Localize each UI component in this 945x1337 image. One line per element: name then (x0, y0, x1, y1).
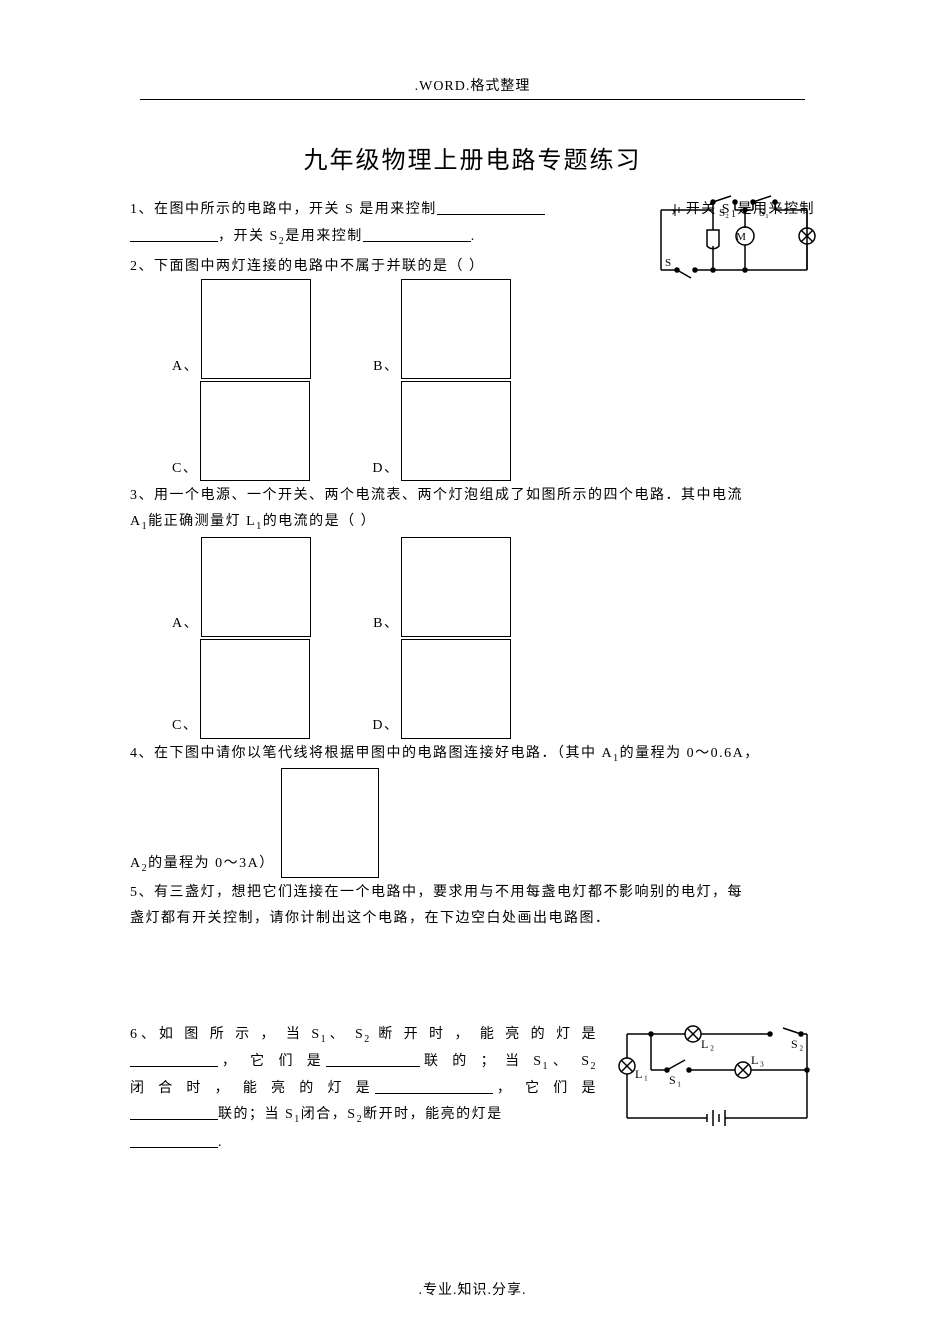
option-c: C、 (172, 639, 310, 739)
q6-text: . (218, 1135, 223, 1150)
blank (130, 228, 218, 242)
question-2: 2、下面图中两灯连接的电路中不属于并联的是（ ） A、 B、 C、 D、 (130, 254, 815, 482)
q6-text: 断 开 时 ， 能 亮 的 灯 是 (371, 1027, 597, 1042)
page-title: 九年级物理上册电路专题练习 (130, 140, 815, 175)
label-S1: S₁ (759, 207, 769, 219)
opt-label: B、 (373, 354, 399, 380)
circuit-diagram-q1: M S₂ S₁ S (651, 192, 817, 284)
header-rule (140, 99, 805, 100)
options-row: C、 D、 (172, 381, 815, 481)
option-box (200, 639, 310, 739)
options-row: C、 D、 (172, 639, 815, 739)
blank (326, 1053, 420, 1067)
option-box (200, 381, 310, 481)
circuit-diagram-q6: L₁ L₂ L₃ S₁ S₂ (615, 1022, 815, 1130)
option-b: B、 (373, 279, 511, 379)
question-6: 6、如 图 所 示 ， 当 S1、 S2 断 开 时 ， 能 亮 的 灯 是 ，… (130, 1022, 815, 1156)
blank (375, 1080, 493, 1094)
option-a: A、 (172, 279, 311, 379)
blank (130, 1106, 218, 1120)
option-box (401, 537, 511, 637)
option-d: D、 (372, 381, 511, 481)
label-S: S (665, 257, 671, 269)
question-5: 5、有三盏灯，想把它们连接在一个电路中，要求用与不用每盏电灯都不影响别的电灯，每… (130, 880, 815, 932)
opt-label: A、 (172, 354, 199, 380)
q1-text: 1、在图中所示的电路中，开关 S 是用来控制 (130, 202, 437, 217)
blank (130, 1134, 218, 1148)
q6-text: 6、如 图 所 示 ， 当 S (130, 1027, 321, 1042)
q4-text: 的量程为 0～3A） (148, 856, 275, 871)
label-S2: S₂ (719, 207, 729, 219)
opt-label: A、 (172, 611, 199, 637)
q4-row: A2的量程为 0～3A） (130, 768, 815, 878)
opt-label: C、 (172, 713, 198, 739)
blank (130, 1053, 218, 1067)
q6-text-block: 6、如 图 所 示 ， 当 S1、 S2 断 开 时 ， 能 亮 的 灯 是 ，… (130, 1022, 597, 1156)
q6-text: 、 S (549, 1054, 590, 1069)
label-S1: S₁ (669, 1073, 683, 1087)
q6-text: 闭合，S (301, 1107, 357, 1122)
opt-label: C、 (172, 456, 198, 482)
content: 1、在图中所示的电路中，开关 S 是用来控制 ，开关 S1是用来控制 ，开关 S… (130, 197, 815, 1155)
label-L3: L₃ (751, 1053, 766, 1067)
q4-text: A (130, 856, 142, 871)
option-d: D、 (372, 639, 511, 739)
subscript: 2 (591, 1061, 598, 1072)
q6-text: ， 它 们 是 (493, 1081, 597, 1096)
blank (437, 201, 545, 215)
q6-text: 联的；当 S (218, 1107, 294, 1122)
q6-text: 闭 合 时 ， 能 亮 的 灯 是 (130, 1081, 375, 1096)
header-text: .WORD.格式整理 (130, 75, 815, 95)
option-b: B、 (373, 537, 511, 637)
option-box (201, 537, 311, 637)
q5-line2: 盏灯都有开关控制，请你计制出这个电路，在下边空白处画出电路图． (130, 906, 815, 932)
option-box (201, 279, 311, 379)
label-L2: L₂ (701, 1037, 716, 1051)
q4-text: 4、在下图中请你以笔代线将根据甲图中的电路图连接好电路．（其中 A (130, 746, 613, 761)
q6-text: 、 S (327, 1027, 364, 1042)
opt-label: D、 (372, 456, 399, 482)
q1-text: ，开关 S (218, 229, 279, 244)
q3-line1: 3、用一个电源、一个开关、两个电流表、两个灯泡组成了如图所示的四个电路．其中电流 (130, 483, 815, 509)
option-c: C、 (172, 381, 310, 481)
question-3: 3、用一个电源、一个开关、两个电流表、两个灯泡组成了如图所示的四个电路．其中电流… (130, 483, 815, 738)
q4-text: 的量程为 0～0.6A， (620, 746, 760, 761)
option-box (401, 381, 511, 481)
options-row: A、 B、 (172, 279, 815, 379)
footer-text: .专业.知识.分享. (0, 1279, 945, 1299)
q1-text: 是用来控制 (285, 229, 363, 244)
q5-line1: 5、有三盏灯，想把它们连接在一个电路中，要求用与不用每盏电灯都不影响别的电灯，每 (130, 880, 815, 906)
option-a: A、 (172, 537, 311, 637)
opt-label: D、 (372, 713, 399, 739)
q3-text: A (130, 514, 142, 529)
q3-text: 能正确测量灯 L (148, 514, 256, 529)
q6-text: 联 的 ； 当 S (420, 1054, 542, 1069)
q1-text: . (471, 229, 476, 244)
options-row: A、 B、 (172, 537, 815, 637)
blank (363, 228, 471, 242)
q6-text: ， 它 们 是 (218, 1054, 326, 1069)
opt-label: B、 (373, 611, 399, 637)
q3-text: 的电流的是（ ） (263, 514, 377, 529)
option-box (401, 639, 511, 739)
option-box (401, 279, 511, 379)
diagram-box (281, 768, 379, 878)
label-S2: S₂ (791, 1037, 805, 1051)
question-4: 4、在下图中请你以笔代线将根据甲图中的电路图连接好电路．（其中 A1的量程为 0… (130, 741, 815, 878)
label-M: M (736, 231, 746, 243)
q6-text: 断开时，能亮的灯是 (363, 1107, 503, 1122)
label-L1: L₁ (635, 1067, 650, 1081)
